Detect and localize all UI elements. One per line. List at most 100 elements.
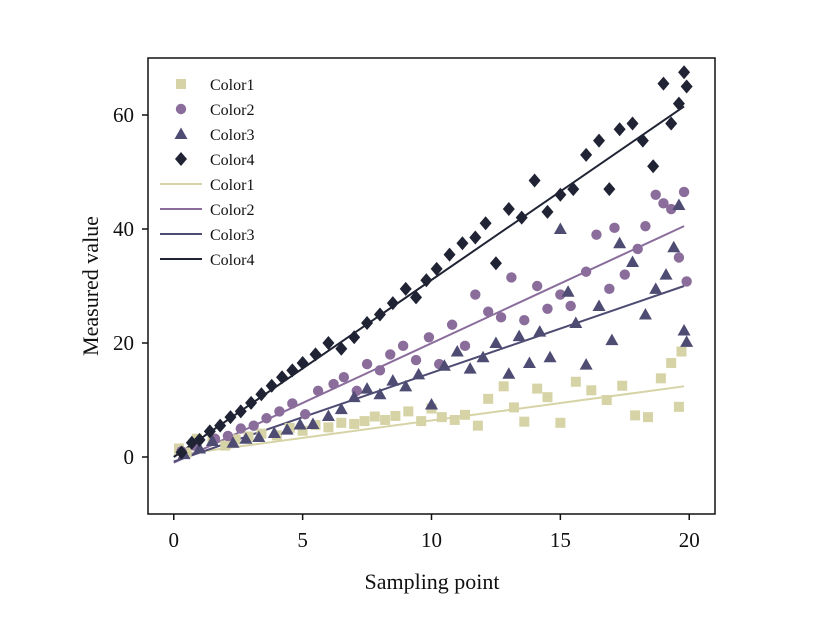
point-color3 [252,430,266,443]
point-color1 [243,431,254,442]
x-tick-label: 20 [679,528,700,552]
point-color2 [591,229,602,240]
point-color1 [498,381,509,392]
point-color1 [472,420,483,431]
x-tick-label: 5 [297,528,308,552]
point-color2 [446,319,458,330]
point-color2 [261,413,272,424]
point-color1 [403,406,414,417]
point-color3 [205,434,219,447]
point-color4 [443,247,456,262]
point-color1 [359,416,370,427]
point-color2 [312,385,324,397]
point-color4 [479,216,492,231]
point-color1 [555,417,566,428]
y-tick-label: 0 [124,445,135,469]
point-color2 [495,312,507,323]
point-color4 [554,187,567,202]
point-color4 [489,256,502,271]
point-color2 [361,358,373,370]
point-color1 [390,410,401,421]
point-color2 [397,340,409,352]
point-color4 [680,79,693,94]
point-color3 [437,359,451,371]
point-color3 [489,336,503,348]
point-color3 [502,367,516,379]
point-color2 [410,354,422,366]
point-color4 [361,316,374,331]
point-color3 [649,282,663,294]
point-color4 [430,261,443,276]
point-color1 [519,416,530,427]
point-color4 [265,378,278,393]
point-color2 [235,423,246,434]
point-color3 [569,316,583,329]
point-color4 [593,133,606,148]
point-color3 [463,362,477,374]
point-color3 [239,432,253,444]
point-color3 [553,222,567,234]
point-color3 [399,379,413,392]
point-color2 [328,378,339,390]
point-color4 [636,133,649,148]
fit-line-color2 [173,225,685,464]
point-color4 [386,296,399,311]
point-color1 [508,402,519,413]
point-color2 [640,220,651,232]
point-color1 [666,357,677,368]
axis-layer: 0 5 10 15 20 0 20 40 60 [113,103,700,552]
point-color3 [334,402,348,415]
x-tick-label: 0 [169,528,180,552]
point-color3 [306,417,320,429]
point-color2 [483,306,494,317]
point-color2 [681,276,692,287]
point-color3 [561,285,575,297]
point-color3 [386,374,400,386]
point-color4 [567,182,580,197]
point-color4 [255,387,268,402]
marker-layer [173,65,694,460]
point-color3 [226,436,240,448]
point-color1 [220,440,231,451]
point-color4 [193,432,206,447]
point-color1 [369,411,380,422]
point-color4 [245,395,258,410]
point-color2 [374,365,386,376]
legend-line-label-color2: Color2 [210,202,254,219]
point-color2 [248,420,259,431]
point-color1 [673,401,684,412]
point-color4 [203,424,216,439]
point-color3 [347,390,361,403]
point-color1 [323,422,334,433]
point-color2 [678,186,690,198]
y-tick-label: 40 [113,217,134,241]
point-color1 [336,417,347,428]
point-color4 [214,418,227,433]
y-axis-title: Measured value [78,216,103,356]
point-color2 [287,398,298,409]
point-color3 [659,268,673,280]
point-color3 [680,335,694,347]
point-color2 [338,372,350,383]
point-color3 [677,323,691,336]
point-color4 [657,76,670,91]
point-color4 [335,341,348,356]
point-color1 [460,409,471,420]
point-color4 [399,281,412,296]
point-color4 [286,363,299,378]
point-color3 [425,398,438,410]
legend-label-color3: Color3 [210,127,254,144]
point-color4 [348,330,361,345]
point-color1 [655,373,666,384]
point-color2 [459,340,471,352]
point-color2 [385,349,396,360]
point-color3 [592,299,606,311]
point-color4 [309,347,322,362]
point-color1 [483,393,494,404]
point-color3 [626,255,640,268]
point-color1 [617,380,628,391]
point-color2 [506,272,517,283]
point-color3 [476,350,490,363]
point-color3 [321,409,335,421]
